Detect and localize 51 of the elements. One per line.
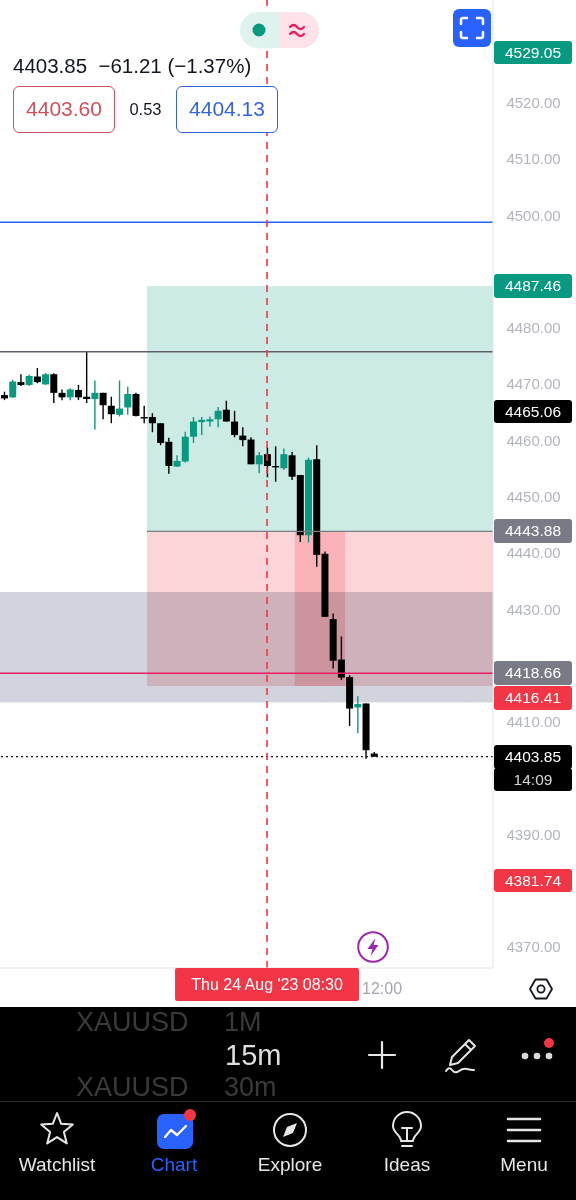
annotation: 0.53 [128,99,163,120]
text: XAUUSD [76,1007,189,1037]
ref-line-label: 4403.85 [494,744,572,769]
text: 1M [224,1007,262,1037]
text: 14:09 [494,768,572,791]
text: XAUUSD [76,1072,189,1102]
text: Ideas [382,1154,432,1175]
ref-line-label: 4443.88 [494,519,572,544]
candlestick [91,379,99,431]
text: 4529.05 [494,41,572,64]
text: 4381.74 [494,869,572,892]
annotation: 4403.85 −61.21 (−1.37%) [13,54,252,77]
y-tick-label: 4460.00 [506,431,561,449]
candlestick [189,416,197,444]
ref-line-label: 4418.66 [494,661,572,686]
candlestick [280,447,288,471]
text: Chart [149,1154,199,1175]
candlestick [9,379,17,399]
annotation: 4403.60 [13,86,115,133]
candlestick [255,451,263,475]
y-tick-label: 4520.00 [506,93,561,111]
y-tick-label: 4410.00 [506,713,561,731]
text: 15m [225,1039,282,1071]
y-tick-label: 4450.00 [506,487,561,505]
band-label: 4416.41 [494,686,572,711]
candlestick [107,396,115,424]
y-tick-label: 4430.00 [506,600,561,618]
band-label: 4487.46 [494,274,572,299]
y-tick-label: 4390.00 [506,825,561,843]
x-tick-label: 12:00 [362,980,403,997]
candlestick [214,406,222,428]
candlestick [231,410,239,438]
candlestick [116,379,124,418]
candlestick [50,372,58,404]
y-tick-label: 4470.00 [506,375,561,393]
text: Explore [256,1154,324,1175]
candlestick [99,392,107,420]
text: Watchlist [17,1154,97,1175]
text: 4465.06 [494,400,572,423]
y-tick-label: 4500.00 [506,206,561,224]
annotation: 4404.13 [176,86,278,133]
y-tick-label: 4510.00 [506,150,561,168]
y-tick-label: 4370.00 [506,938,561,956]
candlestick [17,373,25,387]
y-tick-label: 4480.00 [506,319,561,337]
text: Menu [499,1154,549,1175]
candlestick [124,385,132,416]
y-tick-label: 4440.00 [506,544,561,562]
candlestick [222,400,230,423]
text: 30m [224,1072,277,1102]
x-tick-label: Thu 24 Aug '23 08:30 [191,976,343,993]
